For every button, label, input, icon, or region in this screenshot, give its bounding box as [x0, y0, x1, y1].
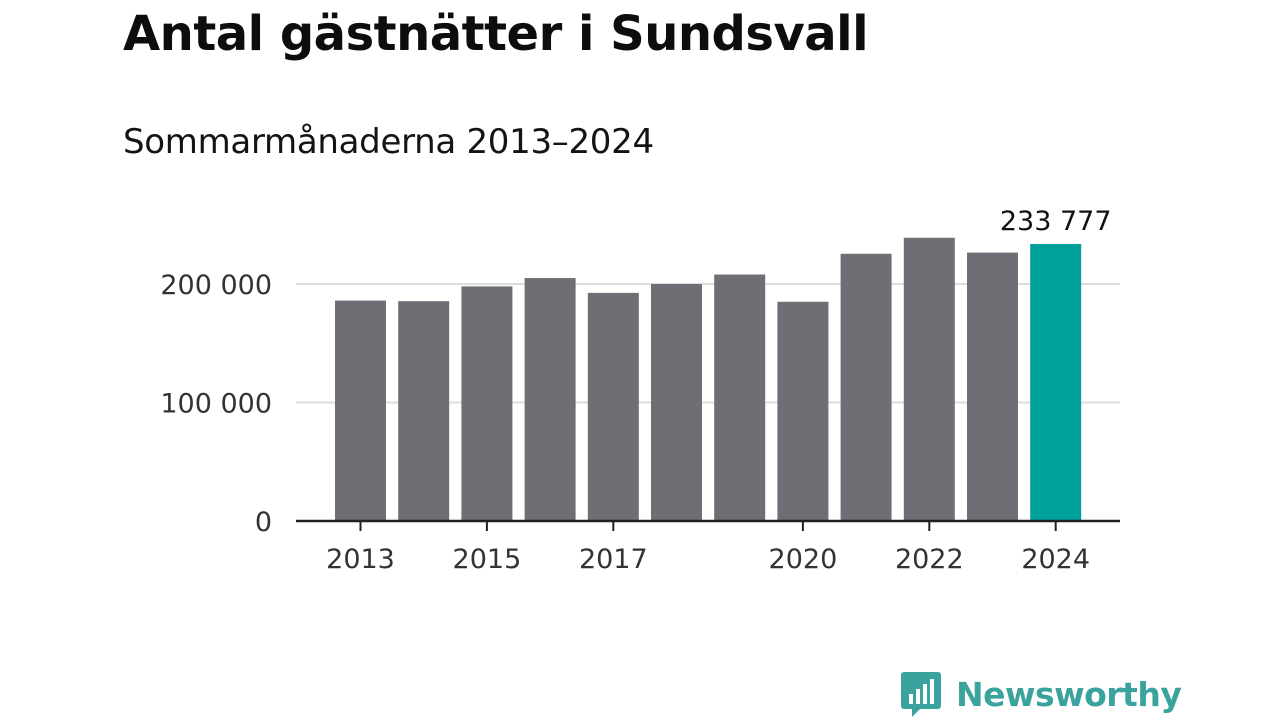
- y-tick-label-1: 100 000: [160, 389, 272, 420]
- bar-2015: [461, 286, 513, 521]
- bar-2023: [967, 252, 1018, 521]
- x-tick-label-2017: 2017: [579, 544, 648, 575]
- bar-2019: [714, 274, 766, 521]
- bar-2018: [651, 284, 702, 521]
- bar-2024: [1030, 243, 1082, 522]
- bar-2013: [335, 300, 386, 521]
- newsworthy-logo-icon: [901, 672, 941, 717]
- x-tick-label-2022: 2022: [895, 544, 964, 575]
- x-tick-label-2020: 2020: [769, 544, 838, 575]
- bar-2016: [524, 278, 576, 521]
- bar-2022: [903, 237, 955, 521]
- x-tick-label-2013: 2013: [326, 544, 395, 575]
- y-tick-label-0: 0: [255, 507, 272, 538]
- newsworthy-logo-text: Newsworthy: [956, 674, 1182, 714]
- bar-2021: [840, 253, 892, 521]
- bar-2014: [398, 301, 450, 521]
- newsworthy-logo: Newsworthy: [900, 670, 1182, 718]
- chart-title: Antal gästnätter i Sundsvall: [123, 6, 869, 62]
- y-tick-label-2: 200 000: [160, 270, 272, 301]
- highlight-value-label: 233 777: [1000, 206, 1112, 237]
- x-tick-label-2024: 2024: [1021, 544, 1090, 575]
- bar-2017: [587, 292, 639, 521]
- bar-2020: [777, 301, 829, 521]
- x-tick-label-2015: 2015: [453, 544, 522, 575]
- chart-subtitle: Sommarmånaderna 2013–2024: [123, 122, 654, 162]
